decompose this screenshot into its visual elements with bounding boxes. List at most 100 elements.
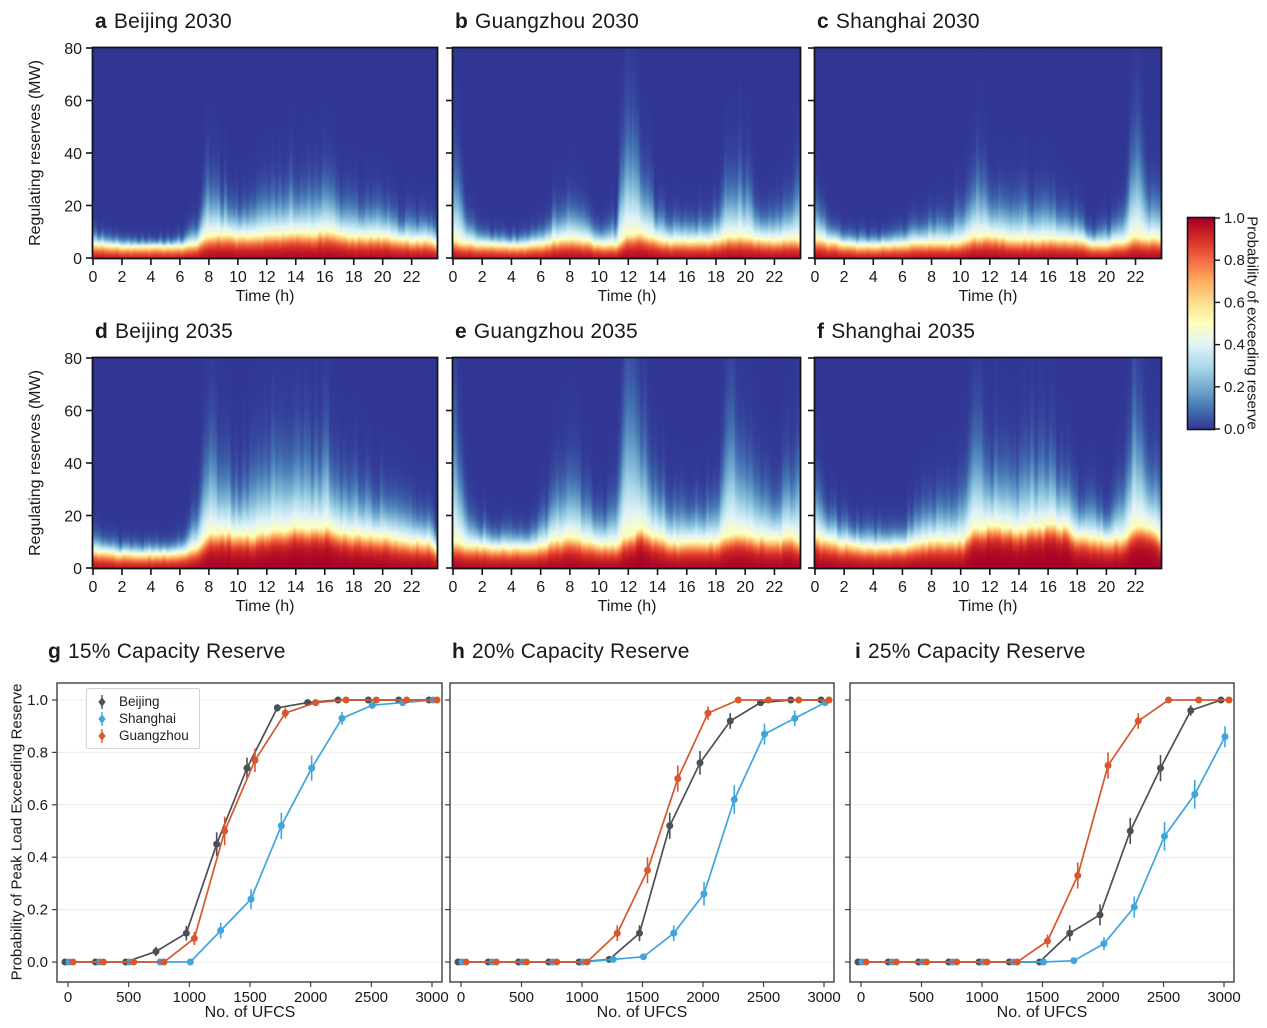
panel-g-title: g 15% Capacity Reserve — [48, 640, 286, 664]
svg-text:4: 4 — [869, 579, 878, 596]
svg-text:22: 22 — [1127, 269, 1145, 286]
svg-text:0: 0 — [857, 989, 865, 1006]
legend-label-shanghai: Shanghai — [119, 711, 177, 726]
panel-c-title-text: Shanghai 2030 — [835, 10, 980, 33]
svg-text:0.4: 0.4 — [1224, 337, 1245, 354]
svg-text:1.0: 1.0 — [27, 692, 48, 709]
svg-text:6: 6 — [536, 579, 545, 596]
svg-text:22: 22 — [766, 269, 784, 286]
svg-text:2000: 2000 — [294, 989, 327, 1006]
svg-text:2: 2 — [478, 269, 487, 286]
svg-text:12: 12 — [981, 269, 999, 286]
svg-text:3000: 3000 — [1207, 989, 1240, 1006]
svg-text:0: 0 — [89, 579, 98, 596]
svg-text:16: 16 — [1039, 269, 1057, 286]
legend-item-guangzhou: Guangzhou — [95, 727, 189, 744]
svg-text:16: 16 — [1039, 579, 1057, 596]
legend-label-guangzhou: Guangzhou — [119, 728, 189, 743]
panel-g-title-text: 15% Capacity Reserve — [68, 640, 286, 663]
svg-text:2: 2 — [118, 579, 127, 596]
svg-text:6: 6 — [175, 269, 184, 286]
panel-b-title: b Guangzhou 2030 — [455, 10, 639, 34]
svg-text:4: 4 — [146, 269, 155, 286]
svg-text:20: 20 — [1097, 269, 1115, 286]
guangzhou-marker-icon — [98, 728, 106, 743]
svg-text:6: 6 — [175, 579, 184, 596]
x-axis-label-i: No. of UFCS — [996, 1004, 1088, 1021]
svg-text:16: 16 — [678, 579, 696, 596]
svg-text:0: 0 — [449, 579, 458, 596]
x-axis-label-b: Time (h) — [597, 288, 657, 305]
svg-text:2000: 2000 — [686, 989, 719, 1006]
svg-text:20: 20 — [1097, 579, 1115, 596]
svg-text:18: 18 — [707, 269, 725, 286]
svg-text:80: 80 — [64, 351, 82, 368]
x-axis-label-d: Time (h) — [235, 598, 295, 615]
svg-text:10: 10 — [229, 269, 247, 286]
svg-text:2: 2 — [840, 269, 849, 286]
svg-text:3000: 3000 — [415, 989, 448, 1006]
svg-text:40: 40 — [64, 146, 82, 163]
svg-text:6: 6 — [536, 269, 545, 286]
svg-text:2500: 2500 — [1147, 989, 1180, 1006]
svg-text:14: 14 — [649, 269, 667, 286]
legend-label-beijing: Beijing — [119, 694, 160, 709]
svg-text:1000: 1000 — [565, 989, 598, 1006]
panel-b-title-text: Guangzhou 2030 — [475, 10, 639, 33]
svg-text:0: 0 — [811, 579, 820, 596]
heatmap-shanghai-2035 — [815, 358, 1161, 568]
svg-text:0: 0 — [73, 251, 82, 268]
y-axis-label-row2: Regulating reserves (MW) — [27, 370, 44, 556]
panel-h-title: h 20% Capacity Reserve — [452, 640, 690, 664]
svg-text:8: 8 — [565, 579, 574, 596]
panel-e-title-text: Guangzhou 2035 — [473, 320, 638, 343]
svg-text:10: 10 — [952, 269, 970, 286]
svg-text:14: 14 — [1010, 579, 1028, 596]
panel-d-letter: d — [95, 320, 109, 343]
x-axis-label-a: Time (h) — [235, 288, 295, 305]
svg-text:0.2: 0.2 — [1224, 379, 1245, 396]
panel-g-letter: g — [48, 640, 62, 663]
svg-text:10: 10 — [952, 579, 970, 596]
x-axis-label-f: Time (h) — [958, 598, 1018, 615]
panel-c-title: c Shanghai 2030 — [817, 10, 980, 34]
y-axis-label-probability: Probability of Peak Load Exceeding Reser… — [8, 683, 26, 981]
svg-text:0.6: 0.6 — [27, 797, 48, 814]
svg-text:0: 0 — [449, 269, 458, 286]
x-axis-label-h: No. of UFCS — [596, 1004, 688, 1021]
svg-text:60: 60 — [64, 404, 82, 421]
svg-text:3000: 3000 — [807, 989, 840, 1006]
svg-text:500: 500 — [116, 989, 141, 1006]
panel-a-title-text: Beijing 2030 — [113, 10, 232, 33]
colorbar-label: Probability of exceeding reserve — [1243, 216, 1261, 430]
svg-text:4: 4 — [146, 579, 155, 596]
svg-text:2: 2 — [118, 269, 127, 286]
x-axis-label-g: No. of UFCS — [204, 1004, 296, 1021]
svg-text:1000: 1000 — [173, 989, 206, 1006]
svg-text:0.8: 0.8 — [27, 744, 48, 761]
svg-text:20: 20 — [64, 509, 82, 526]
svg-text:0.8: 0.8 — [1224, 252, 1245, 269]
svg-text:0.0: 0.0 — [1224, 421, 1245, 438]
svg-text:0: 0 — [64, 989, 72, 1006]
svg-text:40: 40 — [64, 456, 82, 473]
svg-text:0: 0 — [811, 269, 820, 286]
heatmap-beijing-2030 — [93, 48, 437, 258]
svg-text:20: 20 — [736, 269, 754, 286]
svg-text:18: 18 — [1068, 579, 1086, 596]
svg-text:0: 0 — [89, 269, 98, 286]
svg-text:18: 18 — [707, 579, 725, 596]
panel-f-title: f Shanghai 2035 — [817, 320, 975, 344]
beijing-marker-icon — [98, 694, 106, 709]
svg-text:8: 8 — [927, 269, 936, 286]
panel-e-letter: e — [455, 320, 467, 343]
svg-text:1.0: 1.0 — [1224, 210, 1245, 227]
svg-text:14: 14 — [649, 579, 667, 596]
panel-f-letter: f — [817, 320, 825, 343]
panel-h-title-text: 20% Capacity Reserve — [472, 640, 690, 663]
heatmap-shanghai-2030 — [815, 48, 1161, 258]
svg-text:80: 80 — [64, 41, 82, 58]
panel-b-letter: b — [455, 10, 469, 33]
legend-item-beijing: Beijing — [95, 693, 189, 710]
